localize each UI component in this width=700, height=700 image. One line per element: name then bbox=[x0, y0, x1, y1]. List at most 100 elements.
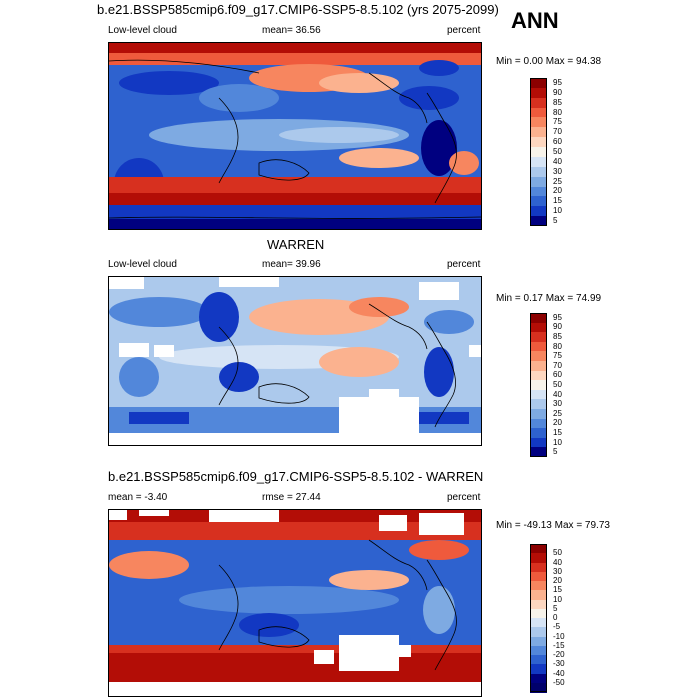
panel3-mean-label: mean = -3.40 bbox=[108, 492, 168, 503]
colorbar-swatch bbox=[530, 608, 547, 619]
colorbar-tick-label: -20 bbox=[553, 650, 565, 659]
colorbar-tick-label: 70 bbox=[553, 127, 562, 137]
colorbar-swatch bbox=[530, 428, 547, 439]
colorbar-tick-label: 40 bbox=[553, 389, 562, 399]
colorbar-tick-label: 30 bbox=[553, 166, 562, 176]
panel1-map-field bbox=[109, 43, 481, 229]
colorbar-swatch bbox=[530, 351, 547, 362]
colorbar-swatch bbox=[530, 553, 547, 564]
panel3-title: b.e21.BSSP585cmip6.f09_g17.CMIP6-SSP5-8.… bbox=[108, 469, 484, 484]
panel1-title: b.e21.BSSP585cmip6.f09_g17.CMIP6-SSP5-8.… bbox=[97, 2, 499, 17]
panel2-units-label: percent bbox=[447, 259, 481, 270]
colorbar-swatch bbox=[530, 87, 547, 98]
colorbar-tick-label: -10 bbox=[553, 631, 565, 641]
colorbar-swatch bbox=[530, 590, 547, 601]
colorbar-swatch bbox=[530, 117, 547, 128]
colorbar-tick-label: 80 bbox=[553, 107, 562, 117]
colorbar-tick-label: 95 bbox=[553, 312, 562, 322]
colorbar-tick-label: -50 bbox=[553, 677, 565, 687]
colorbar-swatch bbox=[530, 682, 547, 693]
colorbar-tick-label: 15 bbox=[553, 428, 562, 437]
colorbar-tick-label: 30 bbox=[553, 566, 562, 576]
colorbar-tick-label: 20 bbox=[553, 186, 562, 196]
colorbar-tick-label: 90 bbox=[553, 322, 562, 332]
colorbar-tick-label: 20 bbox=[553, 576, 562, 585]
colorbar-tick-label: 75 bbox=[553, 351, 562, 361]
panel3-rmse-label: rmse = 27.44 bbox=[262, 492, 321, 503]
colorbar-tick-label: 60 bbox=[553, 370, 562, 380]
colorbar-swatch bbox=[530, 571, 547, 582]
colorbar-tick-label: -40 bbox=[553, 668, 565, 678]
colorbar-swatch bbox=[530, 156, 547, 167]
colorbar-tick-label: 50 bbox=[553, 380, 562, 389]
colorbar-swatch bbox=[530, 618, 547, 628]
colorbar-tick-label: 5 bbox=[553, 216, 558, 226]
panel2-min-max: Min = 0.17 Max = 74.99 bbox=[496, 293, 602, 304]
colorbar-swatch bbox=[530, 673, 547, 684]
colorbar-tick-label: 10 bbox=[553, 437, 562, 447]
colorbar-swatch bbox=[530, 562, 547, 573]
colorbar-tick-label: -30 bbox=[553, 659, 565, 669]
colorbar-tick-label: 15 bbox=[553, 585, 562, 595]
colorbar-tick-label: 70 bbox=[553, 360, 562, 370]
colorbar-tick-label: 10 bbox=[553, 594, 562, 604]
panel1-map bbox=[108, 42, 482, 230]
panel1-mean-label: mean= 36.56 bbox=[262, 25, 321, 36]
colorbar-swatch bbox=[530, 166, 547, 177]
colorbar-tick-label: 85 bbox=[553, 97, 562, 107]
colorbar-swatch bbox=[530, 627, 547, 638]
colorbar-tick-label: 40 bbox=[553, 156, 562, 166]
panel3-units-label: percent bbox=[447, 492, 481, 503]
colorbar-tick-label: 60 bbox=[553, 137, 562, 147]
colorbar-swatch bbox=[530, 636, 547, 647]
colorbar-tick-label: 5 bbox=[553, 603, 558, 613]
colorbar-swatch bbox=[530, 313, 547, 323]
colorbar-tick-label: 5 bbox=[553, 447, 558, 457]
colorbar-tick-label: 95 bbox=[553, 77, 562, 87]
colorbar-tick-label: 50 bbox=[553, 147, 562, 156]
colorbar-frame bbox=[530, 313, 547, 457]
colorbar-swatch bbox=[530, 409, 547, 419]
colorbar-swatch bbox=[530, 437, 547, 448]
colorbar-tick-label: 30 bbox=[553, 399, 562, 409]
colorbar-tick-label: 20 bbox=[553, 418, 562, 428]
colorbar-tick-label: -5 bbox=[553, 622, 561, 632]
panel2-variable-label: Low-level cloud bbox=[108, 259, 177, 270]
colorbar-swatch bbox=[530, 399, 547, 410]
colorbar-tick-label: 25 bbox=[553, 176, 562, 186]
colorbar-tick-label: 75 bbox=[553, 117, 562, 127]
colorbar-tick-label: 40 bbox=[553, 557, 562, 567]
colorbar-swatch bbox=[530, 380, 547, 391]
colorbar-swatch bbox=[530, 196, 547, 207]
panel2-title: WARREN bbox=[267, 237, 325, 252]
colorbar-swatch bbox=[530, 322, 547, 333]
colorbar-swatch bbox=[530, 544, 547, 554]
colorbar-swatch bbox=[530, 186, 547, 197]
colorbar-swatch bbox=[530, 581, 547, 591]
colorbar-swatch bbox=[530, 341, 547, 352]
colorbar-swatch bbox=[530, 418, 547, 429]
colorbar-swatch bbox=[530, 599, 547, 610]
colorbar-swatch bbox=[530, 645, 547, 656]
season-label: ANN bbox=[511, 8, 559, 33]
colorbar-swatch bbox=[530, 127, 547, 138]
colorbar-swatch bbox=[530, 147, 547, 158]
colorbar-tick-label: -15 bbox=[553, 640, 565, 650]
colorbar-swatch bbox=[530, 389, 547, 400]
colorbar-swatch bbox=[530, 78, 547, 88]
colorbar-tick-label: 85 bbox=[553, 332, 562, 341]
panel2-map bbox=[108, 276, 482, 446]
colorbar-tick-label: 80 bbox=[553, 341, 562, 351]
colorbar-swatch bbox=[530, 206, 547, 217]
panel2-mean-label: mean= 39.96 bbox=[262, 259, 321, 270]
colorbar-swatch bbox=[530, 107, 547, 118]
colorbar-swatch bbox=[530, 332, 547, 343]
colorbar-swatch bbox=[530, 370, 547, 381]
colorbar-swatch bbox=[530, 447, 547, 458]
colorbar-tick-label: 90 bbox=[553, 87, 562, 97]
colorbar-swatch bbox=[530, 664, 547, 675]
colorbar-frame bbox=[530, 544, 547, 692]
colorbar-swatch bbox=[530, 137, 547, 148]
colorbar-swatch bbox=[530, 176, 547, 187]
colorbar-swatch bbox=[530, 216, 547, 227]
